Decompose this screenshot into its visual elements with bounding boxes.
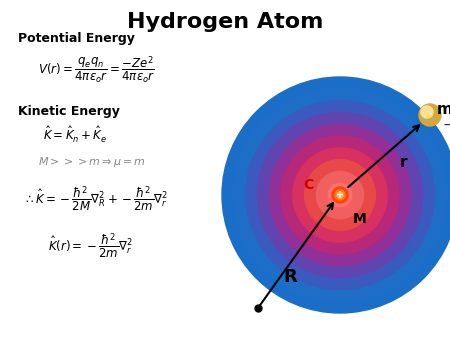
Text: $V(r) = \dfrac{q_e q_n}{4\pi\varepsilon_o r} = \dfrac{-Ze^2}{4\pi\varepsilon_o r: $V(r) = \dfrac{q_e q_n}{4\pi\varepsilon_… — [38, 55, 155, 87]
Text: Kinetic Energy: Kinetic Energy — [18, 105, 120, 118]
Circle shape — [335, 190, 345, 200]
Text: Hydrogen Atom: Hydrogen Atom — [127, 12, 323, 32]
Circle shape — [269, 124, 411, 266]
Circle shape — [419, 104, 441, 126]
Circle shape — [421, 106, 433, 118]
Text: $M >>> m \Rightarrow \mu = m$: $M >>> m \Rightarrow \mu = m$ — [38, 155, 146, 169]
Circle shape — [222, 77, 450, 313]
Circle shape — [337, 192, 343, 198]
Circle shape — [328, 183, 352, 207]
Circle shape — [316, 171, 364, 219]
Text: Potential Energy: Potential Energy — [18, 32, 135, 45]
Circle shape — [305, 160, 375, 231]
Circle shape — [332, 187, 348, 203]
Circle shape — [234, 89, 446, 301]
Circle shape — [293, 148, 387, 242]
Text: $\hat{K}(r) = -\dfrac{\hbar^2}{2m}\nabla^2_r$: $\hat{K}(r) = -\dfrac{\hbar^2}{2m}\nabla… — [48, 232, 133, 261]
Text: $\hat{K} = \hat{K}_n + \hat{K}_e$: $\hat{K} = \hat{K}_n + \hat{K}_e$ — [43, 125, 108, 145]
Text: $\therefore \hat{K} = -\dfrac{\hbar^2}{2M}\nabla^2_R + -\dfrac{\hbar^2}{2m}\nabl: $\therefore \hat{K} = -\dfrac{\hbar^2}{2… — [23, 185, 168, 214]
Circle shape — [246, 101, 434, 289]
Circle shape — [257, 113, 423, 277]
Text: r: r — [400, 155, 408, 170]
Text: m: m — [437, 102, 450, 117]
Text: −: − — [443, 118, 450, 132]
Text: R: R — [283, 268, 297, 286]
Text: +: + — [336, 190, 344, 200]
Text: M: M — [353, 212, 367, 226]
Text: C: C — [303, 178, 313, 192]
Circle shape — [281, 136, 399, 254]
